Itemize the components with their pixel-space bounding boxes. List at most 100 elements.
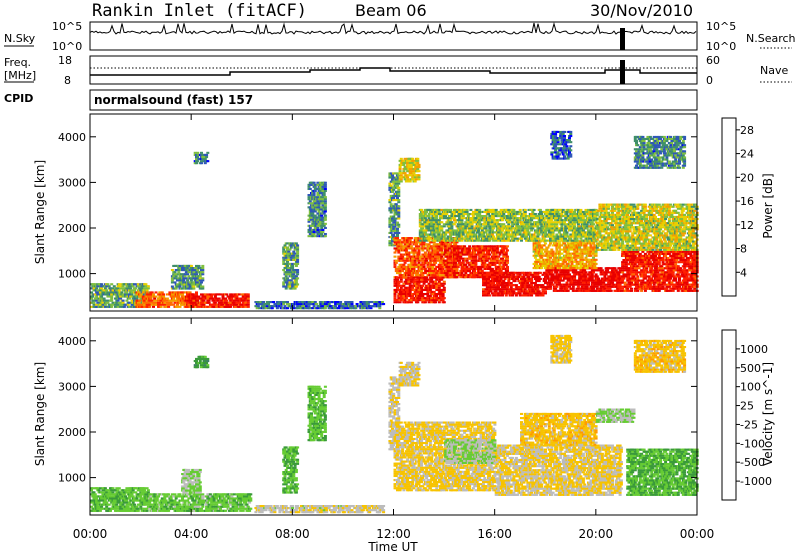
power-plot-area xyxy=(90,130,699,310)
nsearch-bottom-tick: 10^0 xyxy=(706,40,736,53)
y-tick-label: 1000 xyxy=(58,472,86,485)
velocity-y-ticks: 1000 2000 3000 4000 xyxy=(58,335,697,485)
y-tick-label: 3000 xyxy=(58,176,86,189)
echo-region xyxy=(254,301,386,310)
colorbar-tick-label: 500 xyxy=(740,362,761,375)
echo-region xyxy=(90,487,150,512)
x-tick-label: 00:00 xyxy=(680,527,715,541)
echo-region xyxy=(193,151,210,165)
x-tick-label: 04:00 xyxy=(174,527,209,541)
nsky-top-tick: 10^5 xyxy=(52,20,82,33)
time-xlabel: Time UT xyxy=(367,540,418,554)
echo-region xyxy=(398,157,421,183)
y-tick-label: 4000 xyxy=(58,335,86,348)
x-tick-label: 12:00 xyxy=(376,527,411,541)
echo-region xyxy=(282,242,300,290)
freq-bottom-tick: 8 xyxy=(64,74,71,87)
y-tick-label: 1000 xyxy=(58,268,86,281)
echo-region xyxy=(621,250,699,292)
echo-region xyxy=(482,271,547,297)
freq-step-trace xyxy=(90,67,697,76)
echo-region xyxy=(633,339,687,373)
echo-region xyxy=(626,448,699,496)
power-panel: Slant Range [km] 1000 2000 3000 4000 4 8 12 16… xyxy=(33,113,775,312)
echo-region xyxy=(181,468,202,494)
echo-region xyxy=(444,439,497,464)
freq-panel: Freq. [MHz] 18 8 60 0 Nave xyxy=(4,54,792,87)
y-tick-label: 3000 xyxy=(58,380,86,393)
echo-region xyxy=(170,264,205,290)
nsky-trace xyxy=(89,22,697,35)
echo-region xyxy=(494,444,623,496)
colorbar-tick-label: 8 xyxy=(740,243,747,256)
echo-region xyxy=(520,412,598,446)
cpid-text: normalsound (fast) 157 xyxy=(94,93,253,107)
colorbar-tick-label: 12 xyxy=(740,219,754,232)
colorbar-tick-label: 100 xyxy=(740,381,761,394)
colorbar-tick-label: -500 xyxy=(740,456,765,469)
echo-region xyxy=(307,181,327,238)
y-tick-label: 2000 xyxy=(58,222,86,235)
echo-region xyxy=(193,355,210,369)
echo-region xyxy=(595,408,636,423)
echo-region xyxy=(595,203,699,251)
colorbar-tick-label: -1000 xyxy=(740,475,772,488)
velocity-ylabel: Slant Range [km] xyxy=(33,362,47,466)
velocity-colorbar: 1000 500 100 25 -25 -100 -500 -1000 xyxy=(721,329,772,501)
echo-region xyxy=(550,334,573,364)
beam-title: Beam 06 xyxy=(355,1,427,20)
echo-region xyxy=(418,208,598,242)
echo-region xyxy=(148,493,253,512)
echo-region xyxy=(398,361,421,387)
echo-region xyxy=(282,446,300,494)
colorbar-tick-label: -100 xyxy=(740,437,765,450)
freq-gap-bar xyxy=(620,60,625,84)
x-tick-label: 20:00 xyxy=(579,527,614,541)
nave-label: Nave xyxy=(760,64,788,77)
nsearch-label: N.Search xyxy=(746,32,796,45)
colorbar-tick-label: 24 xyxy=(740,148,754,161)
cpid-label: CPID xyxy=(4,92,33,105)
x-tick-label: 08:00 xyxy=(275,527,310,541)
date-title: 30/Nov/2010 xyxy=(590,1,693,20)
velocity-plot-area xyxy=(90,334,699,514)
nave-bottom-tick: 0 xyxy=(706,74,713,87)
echo-region xyxy=(307,385,327,442)
station-title: Rankin Inlet (fitACF) xyxy=(92,1,307,21)
colorbar-tick-label: 1000 xyxy=(740,343,768,356)
freq-label-line1: Freq. xyxy=(4,56,31,69)
colorbar-tick-label: 20 xyxy=(740,171,754,184)
y-tick-label: 2000 xyxy=(58,426,86,439)
power-ylabel: Slant Range [km] xyxy=(33,160,47,264)
x-tick-label: 00:00 xyxy=(73,527,108,541)
x-tick-label: 16:00 xyxy=(477,527,512,541)
echo-region xyxy=(388,172,401,247)
velocity-colorbar-label: Velocity [m s^-1] xyxy=(761,362,775,466)
velocity-panel: Slant Range [km] 1000 2000 3000 4000 1000 50… xyxy=(33,317,775,516)
nave-top-tick: 60 xyxy=(706,54,720,67)
power-colorbar-label: Power [dB] xyxy=(761,173,775,238)
y-tick-label: 4000 xyxy=(58,131,86,144)
colorbar-tick-label: 16 xyxy=(740,195,754,208)
echo-region xyxy=(254,505,386,514)
echo-region xyxy=(550,130,573,160)
freq-label-line2: [MHz] xyxy=(4,69,36,82)
cpid-strip: CPID normalsound (fast) 157 xyxy=(4,89,698,111)
nsky-panel: N.Sky 10^5 10^0 10^5 10^0 N.Search xyxy=(4,20,796,53)
nsky-label: N.Sky xyxy=(4,32,36,45)
time-x-ticks: 00:00 04:00 08:00 12:00 16:00 20:00 00:00 xyxy=(73,114,715,541)
nsearch-top-tick: 10^5 xyxy=(706,20,736,33)
power-colorbar: 4 8 12 16 20 24 28 xyxy=(721,117,754,297)
echo-region xyxy=(633,135,687,169)
nsky-bottom-tick: 10^0 xyxy=(52,40,82,53)
echo-region xyxy=(393,276,446,304)
echo-region xyxy=(545,267,623,292)
colorbar-tick-label: 4 xyxy=(740,266,747,279)
freq-top-tick: 18 xyxy=(58,54,72,67)
power-y-ticks: 1000 2000 3000 4000 xyxy=(58,131,697,281)
nsky-gap-bar xyxy=(620,28,625,50)
echo-region xyxy=(532,240,598,270)
colorbar-tick-label: -25 xyxy=(740,418,758,431)
colorbar-tick-label: 28 xyxy=(740,124,754,137)
